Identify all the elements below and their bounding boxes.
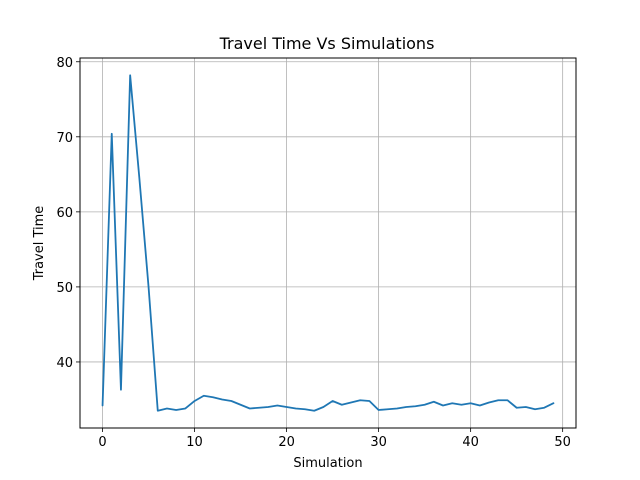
- y-tick-label: 80: [56, 56, 73, 71]
- chart-title: Travel Time Vs Simulations: [219, 34, 435, 53]
- y-tick-label: 60: [56, 206, 73, 221]
- x-tick-label: 0: [98, 435, 106, 450]
- y-axis-label: Travel Time: [32, 206, 47, 282]
- plot-area: [101, 74, 555, 412]
- grid: [80, 58, 576, 428]
- x-tick-label: 40: [462, 435, 479, 450]
- x-axis-ticks: 0 10 20 30 40 50: [98, 428, 571, 450]
- axes-frame: [79, 57, 577, 429]
- x-tick-label: 10: [186, 435, 203, 450]
- series-line: [101, 74, 555, 412]
- y-tick-label: 40: [56, 356, 73, 371]
- x-tick-label: 50: [554, 435, 571, 450]
- y-tick-label: 50: [56, 281, 73, 296]
- x-tick-label: 30: [370, 435, 387, 450]
- y-tick-label: 70: [56, 131, 73, 146]
- y-axis-ticks: 40 50 60 70 80: [56, 56, 80, 371]
- x-axis-label: Simulation: [293, 456, 362, 471]
- x-tick-label: 20: [278, 435, 295, 450]
